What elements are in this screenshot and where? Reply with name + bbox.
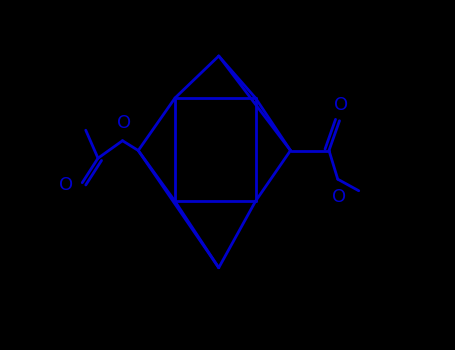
Text: O: O xyxy=(59,176,74,195)
Text: O: O xyxy=(334,97,349,114)
Text: O: O xyxy=(333,188,347,206)
Text: O: O xyxy=(117,114,131,132)
